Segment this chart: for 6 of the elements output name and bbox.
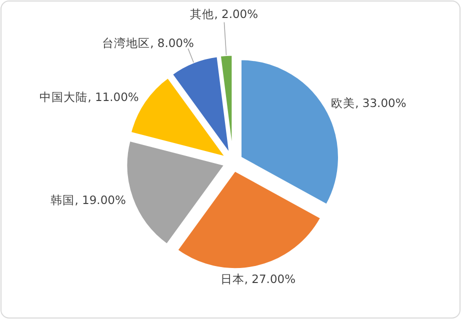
slice-label: 台湾地区, 8.00%	[102, 36, 194, 50]
slice-label: 其他, 2.00%	[190, 7, 258, 22]
slice-label: 日本, 27.00%	[220, 272, 296, 288]
slice-label: 中国大陆, 11.00%	[40, 90, 139, 105]
slice-label: 欧美, 33.00%	[331, 96, 406, 111]
slice-label: 韩国, 19.00%	[50, 192, 126, 208]
